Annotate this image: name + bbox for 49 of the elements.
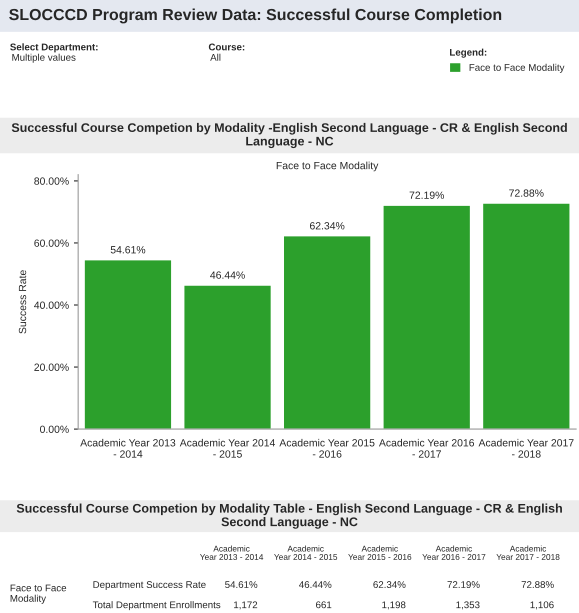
text: Academic Year 2017 - 2018 xyxy=(496,545,560,560)
text: Successful Course Competion by Modality Table - English Second Language - CR & English Second Language - NC xyxy=(16,504,562,529)
x-tick-label: Academic Year 2016 - 2017 xyxy=(378,438,474,458)
text: Course: xyxy=(208,44,244,50)
bar xyxy=(282,235,372,430)
bar xyxy=(183,284,272,430)
text: 54.61% xyxy=(225,581,258,588)
data-label: 62.34% xyxy=(310,222,344,230)
data-label: 72.19% xyxy=(410,192,444,199)
legend-title: Legend: xyxy=(450,48,486,58)
chart-subtitle: Face to Face Modality xyxy=(276,162,378,172)
text: 46.44% xyxy=(299,581,332,588)
bar xyxy=(482,202,571,430)
text: SLOCCCD Program Review Data: Successful Course Completion xyxy=(9,8,502,24)
text: Total Department Enrollments xyxy=(92,601,220,610)
text: 1,172 xyxy=(234,601,258,610)
y-tick-label: 80.00% xyxy=(34,177,69,185)
data-label: 72.88% xyxy=(509,189,544,197)
y-tick-label: 40.00% xyxy=(34,302,69,309)
x-tick-label: Academic Year 2015 - 2016 xyxy=(279,438,374,458)
x-tick-label: Academic Year 2014 - 2015 xyxy=(180,438,276,458)
y-tick-label: 20.00% xyxy=(34,364,69,371)
data-label: 54.61% xyxy=(110,246,146,254)
text: 1,106 xyxy=(530,601,554,610)
bar xyxy=(83,258,172,430)
text: Academic Year 2015 - 2016 xyxy=(348,545,412,560)
text: Department Success Rate xyxy=(93,581,206,590)
text: All xyxy=(210,54,220,61)
text: Select Department: xyxy=(10,43,98,52)
y-axis-title: Success Rate xyxy=(18,270,26,334)
bar xyxy=(382,204,472,430)
y-tick-label: 60.00% xyxy=(34,239,69,247)
text: 72.19% xyxy=(448,581,480,588)
legend-label: Face to Face Modality xyxy=(470,64,564,73)
x-tick-label: Academic Year 2017 - 2018 xyxy=(478,438,574,458)
text: 72.88% xyxy=(522,581,554,588)
text: Face to Face Modality xyxy=(10,584,66,604)
data-label: 46.44% xyxy=(210,271,245,279)
text: Academic Year 2016 - 2017 xyxy=(422,545,486,560)
x-tick-label: Academic Year 2013 - 2014 xyxy=(80,438,176,458)
y-tick-label: 0.00% xyxy=(40,426,69,433)
text: 1,353 xyxy=(456,601,480,610)
text: 661 xyxy=(316,601,332,608)
text: Academic Year 2013 - 2014 xyxy=(200,545,264,560)
text: Academic Year 2014 - 2015 xyxy=(274,545,338,560)
text: 1,198 xyxy=(382,601,406,610)
text: Multiple values xyxy=(12,54,76,63)
text: 62.34% xyxy=(373,581,406,588)
chart-title: Successful Course Competion by Modality -English Second Language - CR & English Second Language - NC xyxy=(12,122,567,148)
